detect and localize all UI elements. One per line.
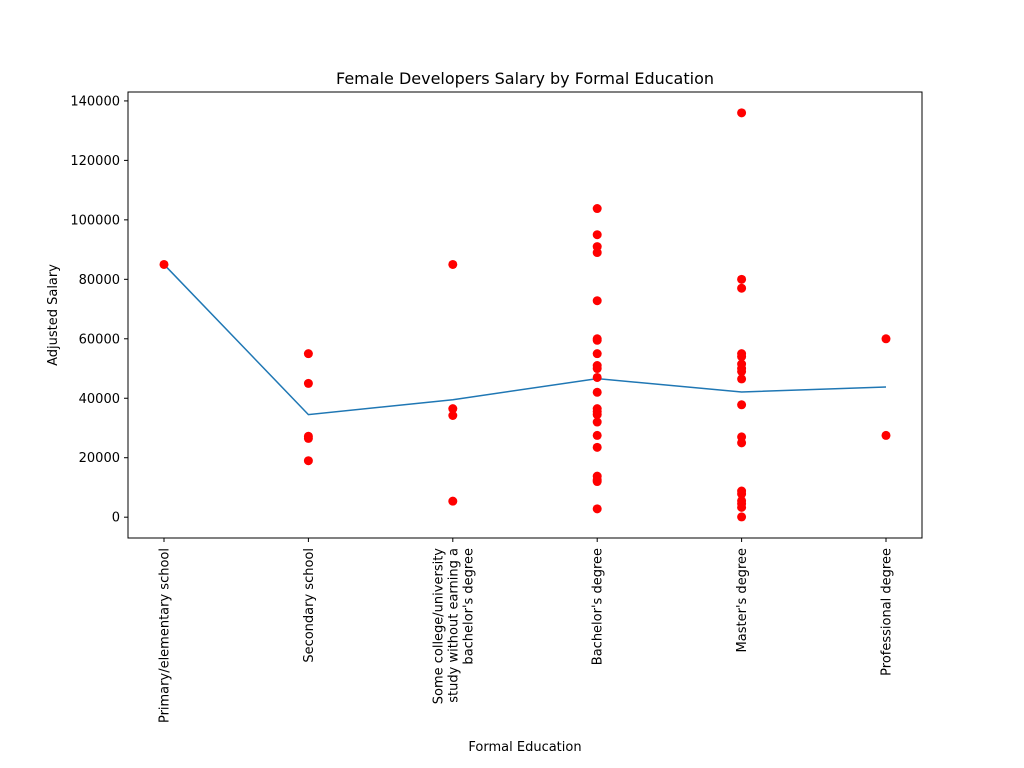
y-tick-label: 40000 [79,392,120,407]
x-tick-label: Some college/university study without ear… [431,548,476,705]
x-tick-label-line: study without earning a [446,548,461,703]
salary-point [737,108,747,118]
x-tick-label: Professional degree [880,548,895,676]
x-tick-label: Bachelor's degree [591,548,606,665]
salary-point [592,335,602,345]
salary-points-series [159,108,891,522]
salary-point [737,400,747,410]
x-axis-label: Formal Education [468,740,581,755]
x-tick-label: Master's degree [735,548,750,652]
salary-point [303,456,313,466]
salary-point [881,430,891,440]
salary-point [303,378,313,388]
salary-point [592,296,602,306]
y-tick-label: 20000 [79,451,120,466]
salary-point [737,366,747,376]
chart-title: Female Developers Salary by Formal Educa… [336,69,714,88]
salary-point [592,364,602,374]
salary-point [592,204,602,214]
x-tick-label-line: bachelor's degree [461,548,476,665]
y-tick-label: 140000 [70,94,120,109]
salary-point [592,230,602,240]
salary-point [592,349,602,359]
salary-point [737,352,747,362]
x-tick-label: Secondary school [302,548,317,663]
salary-point [592,504,602,514]
salary-point [737,274,747,284]
salary-point [592,372,602,382]
y-tick-label: 100000 [70,213,120,228]
salary-point [592,410,602,420]
salary-point [881,334,891,344]
mean-line-series [163,263,887,416]
salary-point [737,512,747,522]
salary-point [737,283,747,293]
x-tick-label-line: Master's degree [735,548,750,652]
salary-point [592,248,602,258]
x-tick-label-line: Secondary school [302,548,317,663]
y-tick-label: 60000 [79,332,120,347]
salary-point [448,496,458,506]
x-tick-label: Primary/elementary school [158,548,173,723]
salary-point [592,477,602,487]
salary-point [737,489,747,499]
y-tick-label: 0 [112,511,120,526]
salary-point [737,502,747,512]
x-tick-label-line: Professional degree [880,548,895,676]
y-axis-label: Adjusted Salary [46,264,61,366]
x-tick-label-line: Primary/elementary school [158,548,173,723]
salary-point [592,430,602,440]
salary-point [448,410,458,420]
mean-salary-line [163,263,887,416]
y-axis-ticks: 0 20000 40000 60000 80000 100000 120000 140000 [70,94,128,526]
plot-frame [127,91,923,539]
salary-point [303,433,313,443]
x-axis-ticks: Primary/elementary school Secondary schoo… [158,538,895,723]
salary-point [303,349,313,359]
salary-point [737,438,747,448]
x-tick-label-line: Bachelor's degree [591,548,606,665]
salary-point [448,404,458,414]
y-tick-label: 80000 [79,273,120,288]
salary-point [592,417,602,427]
y-tick-label: 120000 [70,154,120,169]
x-tick-label-line: Some college/university [431,548,446,705]
salary-point [448,259,458,269]
salary-point [159,259,169,269]
salary-point [592,442,602,452]
salary-point [737,374,747,384]
salary-point [592,387,602,397]
